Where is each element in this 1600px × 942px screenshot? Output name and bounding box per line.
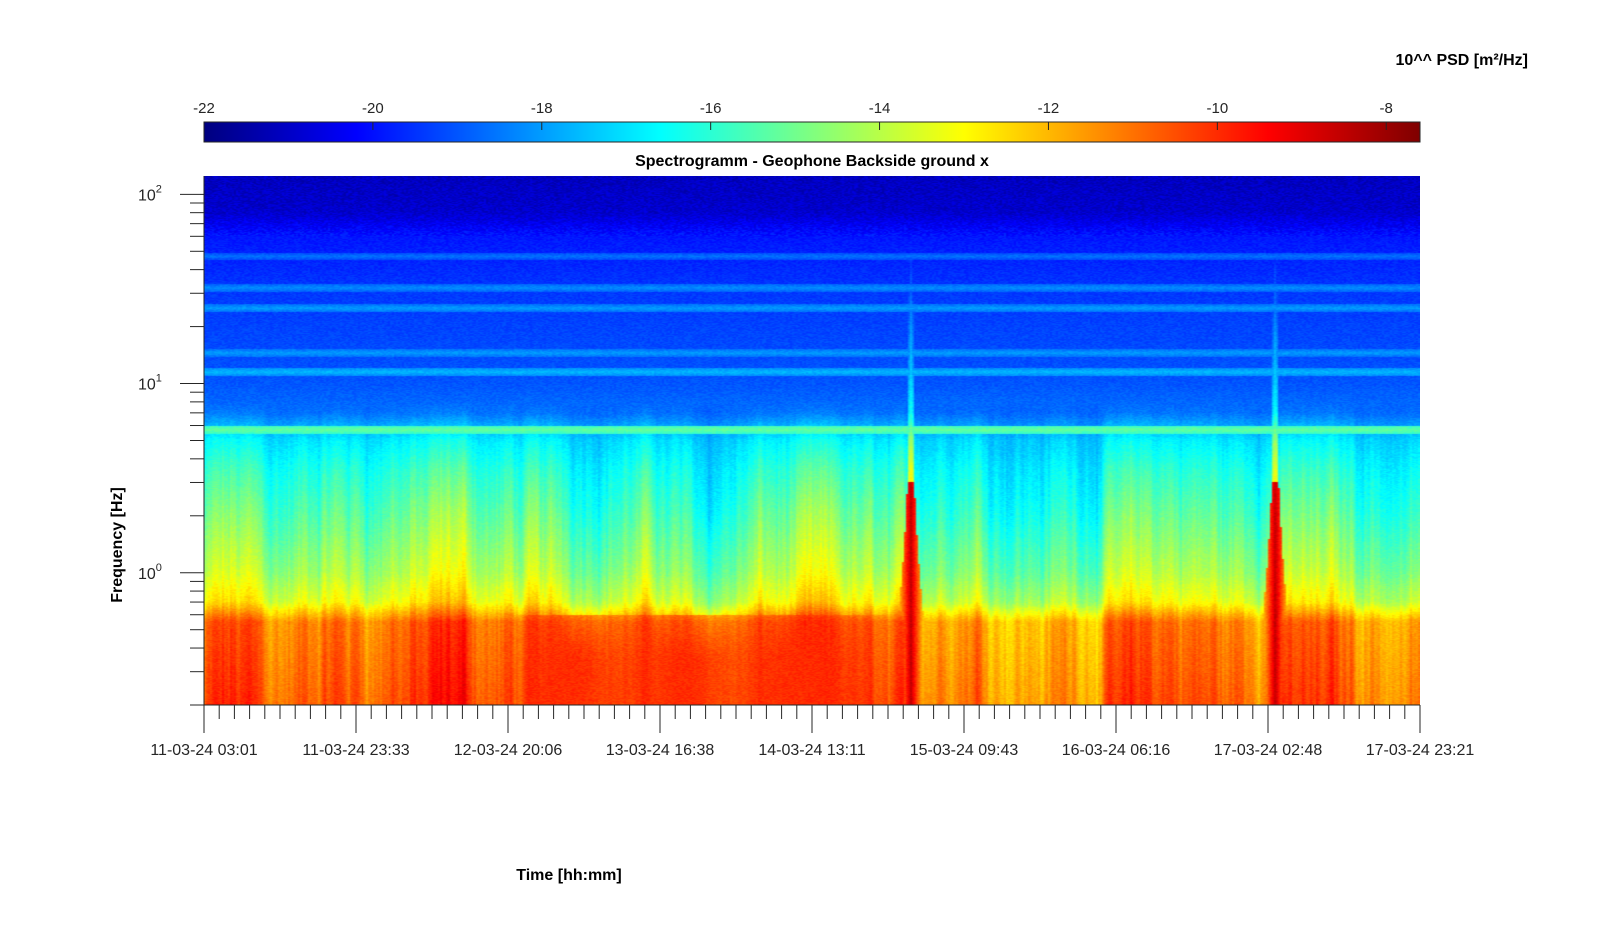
x-tick-label: 13-03-24 16:38 bbox=[606, 742, 715, 759]
x-tick-label: 16-03-24 06:16 bbox=[1062, 742, 1171, 759]
colorbar-tick-labels: -22 -20 -18 -16 -14 -12 -10 -8 bbox=[193, 100, 1393, 117]
colorbar-tick-label: -22 bbox=[193, 100, 215, 117]
colorbar-tick-label: -8 bbox=[1380, 100, 1393, 117]
x-tick-label: 17-03-24 23:21 bbox=[1366, 742, 1475, 759]
colorbar-tick-label: -10 bbox=[1206, 100, 1228, 117]
colorbar-tick-label: -20 bbox=[362, 100, 384, 117]
colorbar-label: 10^^ PSD [m²/Hz] bbox=[1396, 52, 1528, 69]
spectrogram-heatmap bbox=[204, 176, 1420, 705]
x-axis: 11-03-24 03:01 11-03-24 23:33 12-03-24 20:… bbox=[150, 704, 1475, 759]
x-tick-label: 11-03-24 23:33 bbox=[302, 742, 409, 759]
y-axis-label: Frequency [Hz] bbox=[109, 487, 126, 603]
x-tick-label: 12-03-24 20:06 bbox=[454, 742, 563, 759]
y-axis: 100 101 102 bbox=[138, 176, 205, 706]
colorbar-ticks bbox=[203, 122, 1387, 130]
plot-area bbox=[204, 176, 1420, 705]
x-axis-label: Time [hh:mm] bbox=[516, 867, 621, 884]
x-tick-label: 14-03-24 13:11 bbox=[758, 742, 865, 759]
colorbar-tick-label: -16 bbox=[700, 100, 722, 117]
x-tick-label: 11-03-24 03:01 bbox=[150, 742, 257, 759]
x-tick-label: 15-03-24 09:43 bbox=[910, 742, 1019, 759]
colorbar-tick-label: -18 bbox=[531, 100, 553, 117]
y-tick-label: 100 bbox=[138, 562, 162, 583]
y-tick-label: 102 bbox=[138, 183, 162, 204]
y-tick-label: 101 bbox=[138, 373, 162, 394]
colorbar-tick-label: -14 bbox=[869, 100, 891, 117]
chart-title: Spectrogramm - Geophone Backside ground … bbox=[635, 153, 989, 170]
colorbar-tick-label: -12 bbox=[1038, 100, 1060, 117]
colorbar bbox=[203, 121, 1421, 143]
x-tick-label: 17-03-24 02:48 bbox=[1214, 742, 1323, 759]
